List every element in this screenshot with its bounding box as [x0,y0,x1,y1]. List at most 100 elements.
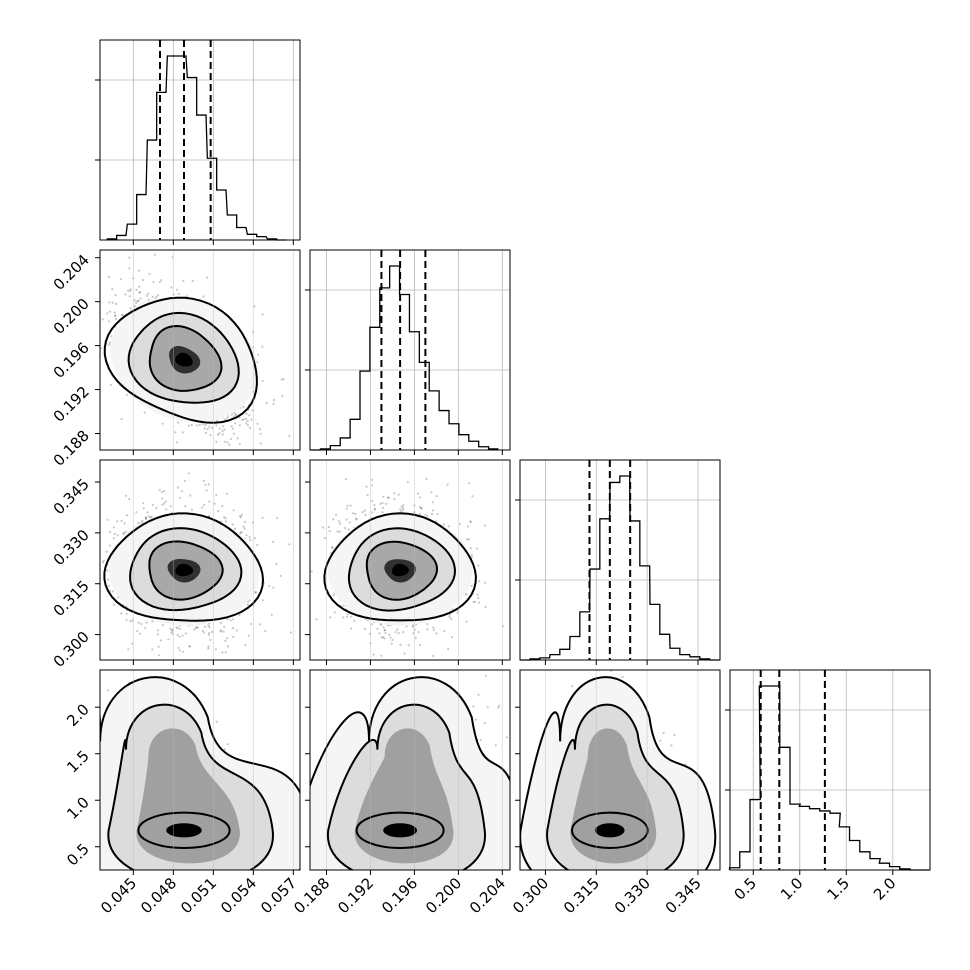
scatter-point [468,482,471,485]
scatter-point [111,301,114,304]
scatter-point [371,484,374,487]
scatter-point [151,648,154,651]
scatter-point [164,500,167,503]
scatter-point [171,628,174,631]
scatter-point [231,523,234,526]
scatter-point [403,652,406,655]
scatter-point [211,426,214,430]
scatter-point [204,431,207,434]
scatter-point [391,638,394,642]
scatter-point [418,496,421,499]
scatter-point [109,531,112,534]
scatter-point [261,599,264,602]
scatter-point [115,302,118,305]
scatter-point [148,272,151,275]
scatter-point [234,527,237,531]
scatter-point [113,532,116,536]
scatter-point [178,635,181,638]
scatter-point [376,627,379,630]
scatter-point [380,623,383,626]
scatter-point [106,312,109,315]
scatter-point [305,566,307,568]
scatter-point [221,651,224,654]
scatter-point [159,639,162,642]
scatter-point [436,512,439,516]
scatter-point [426,515,429,518]
scatter-point [135,301,138,304]
scatter-point [346,613,349,616]
scatter-point [258,623,261,626]
scatter-point [232,450,234,452]
scatter-point [223,440,226,443]
scatter-point [390,642,393,645]
scatter-point [276,517,279,520]
scatter-point [222,630,225,633]
scatter-point [89,583,91,585]
scatter-point [133,299,136,302]
scatter-point [111,590,115,593]
scatter-point [387,496,390,499]
scatter-point [185,295,188,298]
scatter-point [350,615,353,618]
scatter-point [158,281,161,284]
scatter-point [471,495,474,498]
scatter-point [374,507,377,510]
scatter-point [122,532,125,536]
scatter-point [91,320,93,322]
scatter-point [259,442,262,445]
scatter-point [246,419,249,423]
scatter-point [149,516,152,519]
scatter-point [160,279,163,282]
scatter-point [108,310,112,313]
scatter-point [248,536,251,539]
scatter-point [239,515,243,519]
scatter-point [113,314,116,317]
scatter-point [138,632,142,635]
joint-content [91,253,291,452]
scatter-point [207,647,210,650]
scatter-point [268,584,271,587]
scatter-point [466,538,469,541]
scatter-point [231,627,235,630]
scatter-point [140,622,143,626]
scatter-point [202,295,205,298]
scatter-point [258,428,262,431]
scatter-point [215,493,218,497]
scatter-point [225,637,229,640]
scatter-point [241,418,244,422]
scatter-point [124,530,127,533]
scatter-point [125,618,128,621]
scatter-point [112,526,115,529]
scatter-point [123,522,126,525]
scatter-point [207,483,210,486]
scatter-point [249,539,252,542]
histogram-panel [95,39,301,241]
scatter-point [256,353,260,356]
scatter-point [125,514,129,517]
scatter-point [135,288,138,291]
scatter-point [385,502,388,505]
scatter-point [235,629,238,632]
scatter-point [169,627,172,630]
scatter-point [393,492,396,495]
scatter-point [332,594,335,597]
scatter-point [435,632,438,635]
scatter-point [124,494,128,497]
scatter-point [84,820,86,822]
scatter-point [483,524,487,527]
scatter-point [353,619,356,622]
panel-frame [309,459,511,661]
scatter-point [94,336,96,338]
scatter-point [238,613,241,617]
scatter-point [365,485,368,488]
scatter-point [114,294,117,297]
scatter-point [380,654,383,657]
scatter-point [219,630,222,633]
scatter-point [85,572,87,574]
scatter-point [112,537,115,540]
scatter-point [113,603,116,606]
scatter-point [469,520,472,523]
scatter-point [207,633,210,637]
scatter-point [430,491,433,494]
scatter-point [174,431,177,434]
